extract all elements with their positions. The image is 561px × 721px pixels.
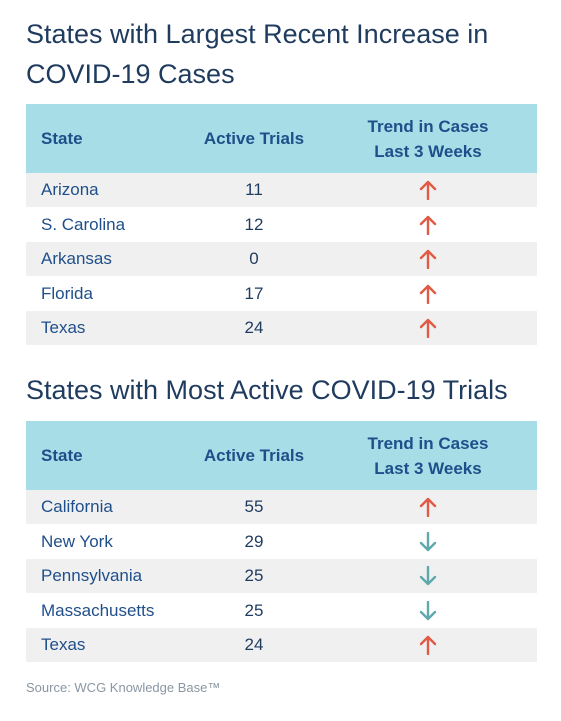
cell-state: Texas bbox=[41, 318, 86, 337]
table-row: New York 29 bbox=[26, 524, 537, 559]
header-active-trials: Active Trials bbox=[203, 446, 305, 465]
arrow-up-icon bbox=[419, 215, 437, 235]
cell-trend bbox=[344, 173, 512, 207]
header-trend: Trend in Cases Last 3 Weeks bbox=[344, 431, 512, 481]
cell-active-trials: 55 bbox=[244, 497, 264, 516]
arrow-up-icon bbox=[419, 249, 437, 269]
header-trend-line1: Trend in Cases bbox=[367, 116, 489, 136]
cell-state: California bbox=[41, 497, 113, 516]
table-row: Texas 24 bbox=[26, 311, 537, 346]
table-row: Arizona 11 bbox=[26, 173, 537, 208]
cell-trend bbox=[344, 242, 512, 276]
cell-active-trials: 24 bbox=[244, 318, 264, 337]
cell-state: Pennsylvania bbox=[41, 566, 143, 585]
table-row: Massachusetts 25 bbox=[26, 593, 537, 628]
table-row: Texas 24 bbox=[26, 628, 537, 663]
cell-trend bbox=[344, 559, 512, 593]
cell-state: Texas bbox=[41, 635, 86, 654]
source-note: Source: WCG Knowledge Base™ bbox=[26, 680, 221, 695]
arrow-up-icon bbox=[419, 497, 437, 517]
cell-trend bbox=[344, 490, 512, 524]
cell-trend bbox=[344, 311, 512, 345]
arrow-down-icon bbox=[419, 600, 437, 620]
cell-active-trials: 11 bbox=[245, 180, 263, 199]
cell-state: Arkansas bbox=[41, 249, 112, 268]
cell-active-trials: 0 bbox=[249, 249, 259, 268]
table-2-header: State Active Trials Trend in Cases Last … bbox=[26, 421, 537, 490]
table-row: Pennsylvania 25 bbox=[26, 559, 537, 594]
cell-state: Massachusetts bbox=[41, 600, 155, 620]
cell-active-trials: 12 bbox=[244, 214, 264, 234]
table-1-header: State Active Trials Trend in Cases Last … bbox=[26, 104, 537, 173]
header-state: State bbox=[41, 446, 83, 465]
cell-trend bbox=[344, 208, 512, 242]
table-row: California 55 bbox=[26, 490, 537, 525]
header-trend-line2: Last 3 Weeks bbox=[374, 458, 482, 478]
cell-active-trials: 29 bbox=[244, 531, 264, 551]
header-state: State bbox=[41, 129, 83, 148]
cell-state: Florida bbox=[41, 283, 93, 303]
table-1-title: States with Largest Recent Increase in C… bbox=[26, 19, 489, 89]
arrow-down-icon bbox=[419, 531, 437, 551]
cell-trend bbox=[344, 594, 512, 628]
cell-state: S. Carolina bbox=[41, 214, 126, 234]
arrow-down-icon bbox=[419, 566, 437, 586]
arrow-up-icon bbox=[419, 635, 437, 655]
header-active-trials: Active Trials bbox=[203, 129, 305, 148]
table-most-trials: State Active Trials Trend in Cases Last … bbox=[26, 421, 537, 663]
cell-trend bbox=[344, 277, 512, 311]
table-row: Florida 17 bbox=[26, 276, 537, 311]
table-row: Arkansas 0 bbox=[26, 242, 537, 277]
cell-active-trials: 25 bbox=[244, 566, 264, 585]
header-trend-line1: Trend in Cases bbox=[367, 433, 489, 453]
table-2-title: States with Most Active COVID-19 Trials bbox=[26, 375, 508, 405]
cell-state: Arizona bbox=[41, 180, 99, 199]
header-trend-line2: Last 3 Weeks bbox=[374, 141, 482, 161]
table-largest-increase: State Active Trials Trend in Cases Last … bbox=[26, 104, 537, 346]
arrow-up-icon bbox=[419, 180, 437, 200]
cell-active-trials: 25 bbox=[244, 600, 264, 620]
header-trend: Trend in Cases Last 3 Weeks bbox=[344, 114, 512, 164]
cell-trend bbox=[344, 628, 512, 662]
table-2-body: California 55 New York 29 Pennsylvania 25 Mass… bbox=[26, 490, 537, 663]
cell-active-trials: 24 bbox=[244, 635, 264, 654]
arrow-up-icon bbox=[419, 318, 437, 338]
cell-state: New York bbox=[41, 531, 113, 551]
table-row: S. Carolina 12 bbox=[26, 207, 537, 242]
cell-trend bbox=[344, 525, 512, 559]
table-1-body: Arizona 11 S. Carolina 12 Arkansas 0 Florida 17… bbox=[26, 173, 537, 346]
cell-active-trials: 17 bbox=[244, 283, 264, 303]
arrow-up-icon bbox=[419, 284, 437, 304]
